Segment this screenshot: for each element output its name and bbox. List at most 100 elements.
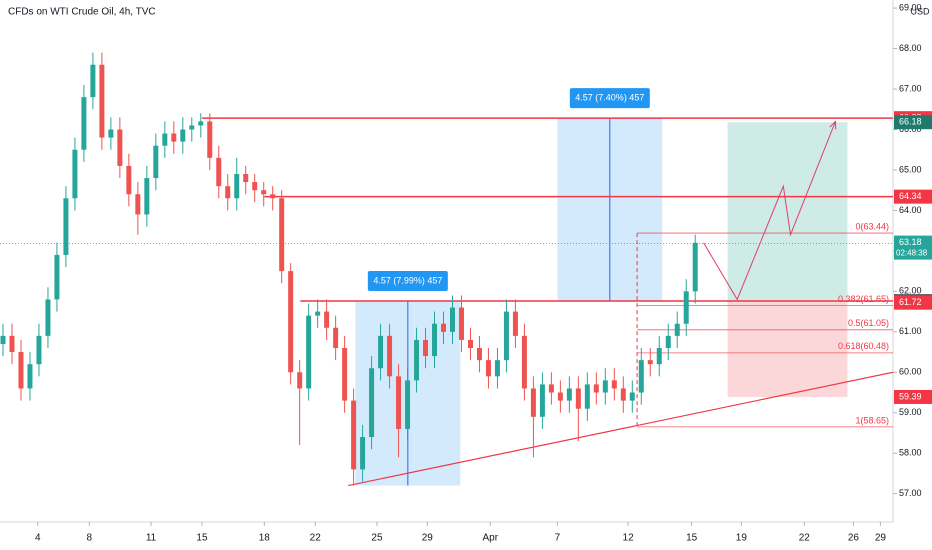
candle-body — [54, 254, 60, 300]
candle-body — [467, 339, 473, 348]
fib-label: 1(58.65) — [855, 415, 889, 425]
candle-body — [539, 384, 545, 417]
candle-body — [0, 335, 6, 344]
candle-body — [180, 129, 186, 142]
price-label: 59.39 — [899, 391, 922, 401]
price-label-bg — [894, 189, 932, 204]
candle-body — [342, 348, 348, 401]
candle-body — [656, 348, 662, 365]
candle-body — [387, 335, 393, 377]
candle-body — [216, 157, 222, 187]
x-tick-label: 11 — [146, 533, 157, 544]
y-tick-label: 62.00 — [899, 286, 922, 296]
candle-body — [602, 380, 608, 393]
candle-body — [683, 291, 689, 324]
fib-label: 0(63.44) — [855, 221, 889, 231]
candle-body — [135, 194, 141, 215]
candle-body — [144, 178, 150, 215]
candle-body — [90, 64, 96, 98]
countdown-label: 02:48:38 — [896, 249, 928, 258]
candle-body — [638, 360, 644, 393]
candle-body — [117, 129, 123, 166]
price-label: 61.72 — [899, 297, 922, 307]
fib-label: 0.5(61.05) — [848, 318, 889, 328]
candle-body — [207, 121, 213, 158]
candle-body — [81, 97, 87, 150]
x-tick-label: 29 — [422, 533, 434, 544]
candle-body — [593, 384, 599, 393]
candle-body — [620, 388, 626, 401]
candle-body — [566, 388, 572, 401]
candle-body — [458, 307, 464, 340]
x-tick-label: Apr — [482, 533, 498, 544]
x-tick-label: 19 — [736, 533, 748, 544]
chart-title: CFDs on WTI Crude Oil, 4h, TVC — [8, 7, 156, 18]
candle-body — [36, 335, 42, 365]
measure-label-bg — [367, 271, 448, 292]
candle-body — [674, 323, 680, 336]
candle-body — [189, 125, 195, 130]
candle-body — [647, 360, 653, 365]
candle-body — [351, 400, 357, 470]
candle-body — [225, 186, 231, 199]
y-tick-label: 67.00 — [899, 83, 922, 93]
candle-body — [369, 368, 375, 438]
fib-label: 0.382(61.65) — [838, 294, 889, 304]
candle-body — [512, 311, 518, 336]
candle-body — [423, 339, 429, 357]
x-tick-label: 26 — [848, 533, 860, 544]
candle-body — [396, 376, 402, 429]
candle-body — [629, 392, 635, 401]
candle-body — [405, 380, 411, 429]
candle-body — [665, 335, 671, 348]
x-tick-label: 18 — [259, 533, 271, 544]
candle-body — [234, 174, 240, 199]
y-tick-label: 68.00 — [899, 43, 922, 53]
candle-body — [494, 360, 500, 377]
candle-body — [548, 384, 554, 393]
candle-body — [288, 271, 294, 373]
price-label-bg — [894, 389, 932, 404]
measure-label-bg — [569, 88, 650, 109]
x-tick-label: 25 — [371, 533, 383, 544]
candle-body — [360, 437, 366, 470]
currency: USD — [910, 6, 930, 16]
x-tick-label: 22 — [799, 533, 811, 544]
candle-body — [315, 311, 321, 316]
last-price-label: 63.18 — [899, 237, 922, 247]
candle-body — [441, 323, 447, 332]
y-tick-label: 64.00 — [899, 205, 922, 215]
x-tick-label: 7 — [555, 533, 561, 544]
candle-body — [503, 311, 509, 361]
candle-body — [521, 335, 527, 389]
candle-body — [198, 121, 204, 126]
candle-body — [297, 372, 303, 389]
candle-body — [63, 198, 69, 255]
y-tick-label: 69.00 — [899, 2, 922, 12]
candle-body — [432, 323, 438, 357]
candle-body — [270, 194, 276, 199]
candle-body — [99, 64, 105, 138]
candle-body — [171, 133, 177, 142]
candle-body — [485, 360, 491, 377]
candle-body — [72, 149, 78, 199]
measure-label: 4.57 (7.99%) 457 — [373, 275, 442, 285]
x-tick-label: 4 — [35, 533, 41, 544]
last-price-bg — [894, 235, 932, 260]
stop-zone — [727, 301, 848, 397]
candle-body — [530, 388, 536, 417]
candle-body — [378, 335, 384, 369]
x-tick-label: 15 — [686, 533, 698, 544]
candle-body — [45, 299, 51, 336]
candle-body — [279, 198, 285, 272]
candle-body — [575, 388, 581, 409]
price-label: 64.34 — [899, 191, 922, 201]
x-tick-label: 8 — [87, 533, 93, 544]
candle-body — [692, 242, 698, 292]
candle-body — [306, 315, 312, 389]
candle-body — [414, 339, 420, 381]
candle-body — [153, 145, 159, 179]
candle-body — [261, 190, 267, 195]
